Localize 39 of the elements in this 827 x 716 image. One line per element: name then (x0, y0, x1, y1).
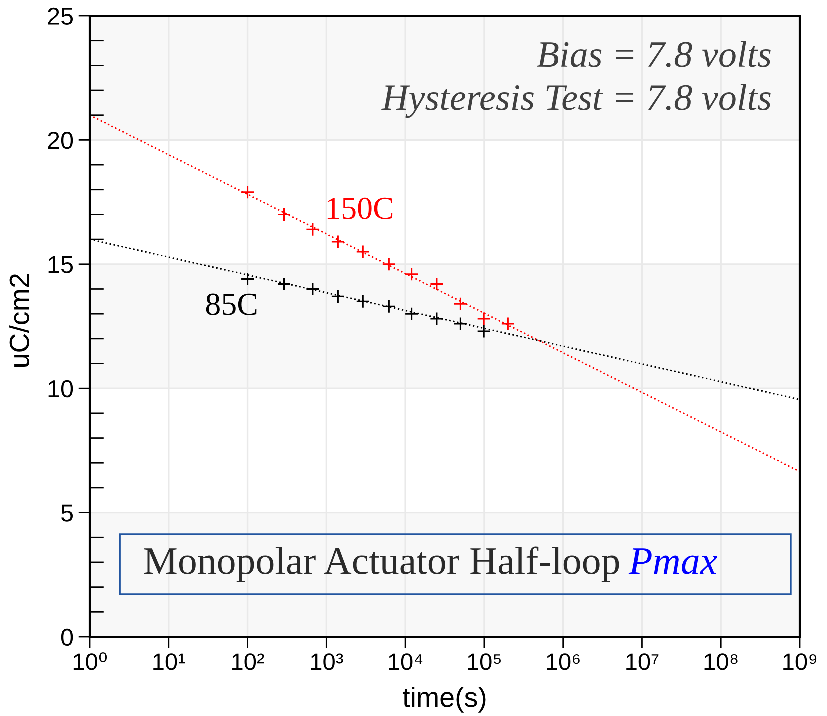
point (331, 235, 346, 250)
point (477, 324, 492, 338)
y-tick-label: 20 (48, 132, 74, 150)
point (356, 244, 370, 259)
x-tick-label: 10⁸ (704, 654, 738, 670)
x-tick-label: 10³ (311, 654, 344, 670)
point (404, 267, 419, 282)
x-tick-label: 10¹ (154, 654, 186, 670)
point (404, 307, 419, 322)
point (306, 222, 320, 237)
point (430, 312, 444, 326)
y-tick-label: 10 (48, 380, 74, 398)
annotation: Bias = 7.8 volts (537, 41, 771, 68)
annotation: Hysteresis Test = 7.8 volts (382, 84, 771, 118)
y-axis-title: uC/cm2 (9, 274, 30, 367)
y-tick-label: 5 (61, 504, 74, 522)
series-label: 85C (206, 294, 257, 316)
point (306, 282, 320, 296)
point (356, 294, 370, 309)
point (454, 297, 468, 312)
y-tick-label: 0 (61, 628, 74, 646)
x-tick-label: 10⁵ (468, 654, 502, 670)
point (454, 317, 468, 332)
y-tick-label: 25 (48, 8, 74, 26)
point (477, 312, 492, 326)
annotation: Pmax (628, 548, 718, 574)
point (331, 290, 346, 304)
point (501, 317, 516, 332)
y-tick-label: 15 (48, 256, 74, 274)
annotation: Monopolar Actuator Half-loop (144, 546, 620, 582)
series-label: 150C (328, 198, 393, 220)
x-tick-label: 10⁷ (626, 654, 659, 670)
x-tick-label: 10² (232, 654, 264, 670)
point (430, 277, 444, 292)
x-axis-title: time(s) (402, 686, 486, 713)
x-tick-label: 10⁶ (547, 654, 580, 670)
x-tick-label: 10⁴ (389, 654, 423, 670)
x-tick-label: 10⁰ (74, 652, 108, 670)
x-tick-label: 10⁹ (784, 654, 817, 670)
